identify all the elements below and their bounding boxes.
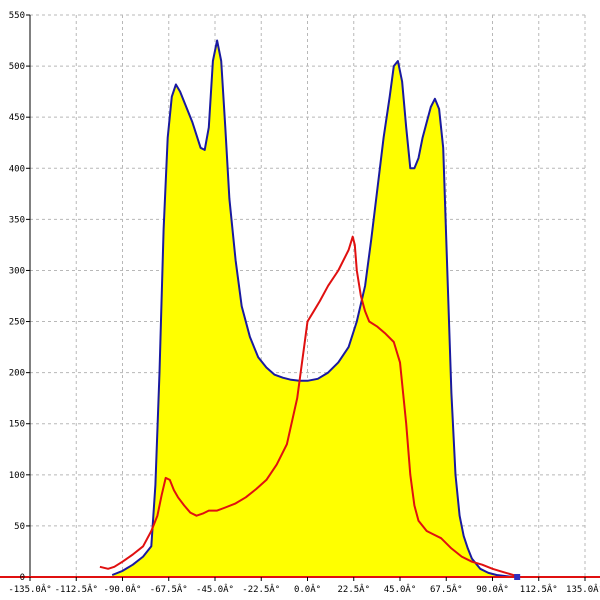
y-tick-label: 450 bbox=[9, 113, 25, 123]
x-tick-label: 22.5Â° bbox=[337, 583, 370, 595]
x-axis-tick-labels: -135.0Â° -112.5Â° -90.0Â° -67.5Â° -45.0Â° -22… bbox=[8, 577, 600, 595]
y-tick-label: 100 bbox=[9, 471, 25, 481]
filled-area-layer bbox=[112, 40, 520, 577]
x-tick-label: -135.0Â° bbox=[8, 583, 51, 595]
series-1-area bbox=[112, 40, 520, 577]
x-tick-label: -45.0Â° bbox=[196, 583, 234, 595]
x-tick-label: 45.0Â° bbox=[384, 583, 417, 595]
y-tick-label: 50 bbox=[14, 522, 25, 532]
y-tick-label: 350 bbox=[9, 215, 25, 225]
series-2-line bbox=[99, 235, 520, 577]
series-end-marker bbox=[514, 574, 521, 580]
x-tick-label: -112.5Â° bbox=[55, 583, 98, 595]
x-tick-label: 67.5Â° bbox=[430, 583, 463, 595]
x-tick-label: 90.0Â° bbox=[476, 583, 509, 595]
y-tick-label: 200 bbox=[9, 369, 25, 379]
y-tick-label: 150 bbox=[9, 420, 25, 430]
y-tick-label-zero: 0 bbox=[20, 573, 25, 583]
series-line-layer bbox=[99, 39, 520, 578]
y-axis-tick-labels: 50 100 150 200 250 300 350 400 450 500 550 0 bbox=[9, 11, 30, 583]
y-tick-label: 400 bbox=[9, 164, 25, 174]
y-tick-label: 300 bbox=[9, 266, 25, 276]
x-tick-label: -67.5Â° bbox=[150, 583, 188, 595]
y-tick-label: 500 bbox=[9, 62, 25, 72]
axes bbox=[0, 15, 600, 580]
y-tick-label: 250 bbox=[9, 318, 25, 328]
x-tick-label: 112.5Â° bbox=[520, 583, 558, 595]
x-tick-label: -22.5Â° bbox=[242, 583, 280, 595]
y-tick-label: 550 bbox=[9, 11, 25, 21]
series-1-line bbox=[111, 39, 520, 578]
x-tick-label: -90.0Â° bbox=[104, 583, 142, 595]
x-tick-label: 135.0Â° bbox=[566, 583, 600, 595]
x-tick-label: 0.0Â° bbox=[294, 583, 321, 595]
